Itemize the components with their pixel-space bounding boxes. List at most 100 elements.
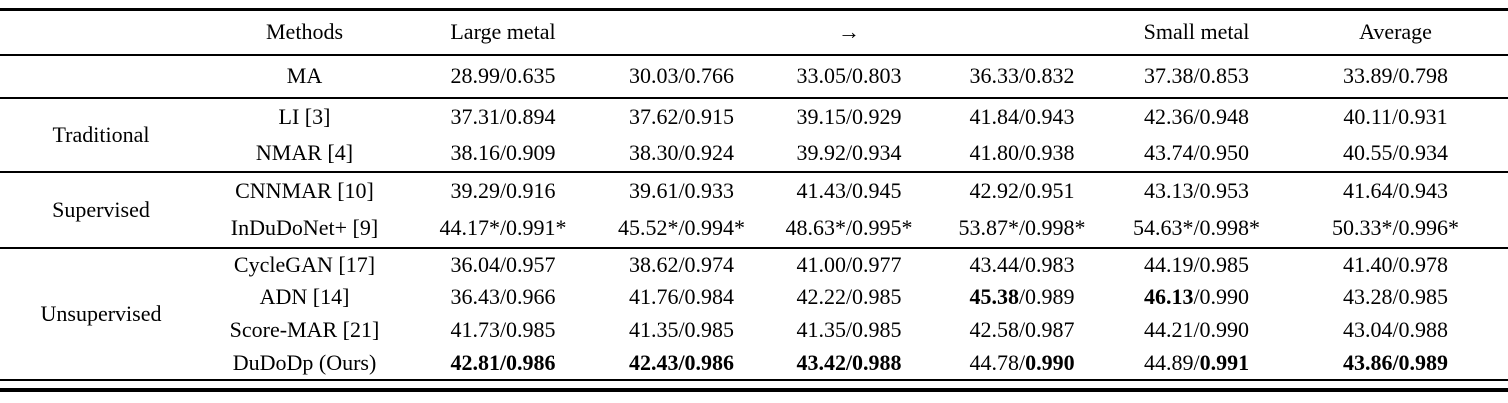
cell-segment: 40.55/0.934 — [1342, 139, 1449, 165]
metric-cell: 39.29/0.916 — [407, 172, 599, 210]
metric-cell: 39.15/0.929 — [764, 98, 934, 135]
cell-segment: 44.21/0.990 — [1143, 317, 1250, 342]
table-row: DuDoDp (Ours) 42.81/0.986 42.43/0.986 43.42… — [0, 347, 1508, 380]
metric-cell: 42.22/0.985 — [764, 281, 934, 314]
metric-cell: 44.21/0.990 — [1110, 314, 1283, 347]
metric-cell: 45.52*/0.994* — [599, 210, 764, 248]
cell-segment: 38.62/0.974 — [628, 251, 735, 277]
cell-segment: 39.61/0.933 — [628, 178, 735, 203]
cell-segment: 44.89/ — [1143, 349, 1200, 375]
cell-segment: 33.89/0.798 — [1342, 63, 1449, 88]
metric-cell: 36.04/0.957 — [407, 248, 599, 281]
cell-segment: 36.33/0.832 — [969, 63, 1075, 88]
cell-segment: /0.989 — [1018, 284, 1075, 309]
metric-cell: 41.76/0.984 — [599, 281, 764, 314]
metric-cell: 37.38/0.853 — [1110, 55, 1283, 98]
results-table: Methods Large metal → Small metal Average MA… — [0, 8, 1508, 381]
metric-cell: 43.04/0.988 — [1283, 314, 1508, 347]
column-header-cell — [934, 10, 1110, 55]
cell-segment: 46.13 — [1143, 284, 1194, 309]
metric-cell: 42.36/0.948 — [1110, 98, 1283, 135]
table-header: Methods Large metal → Small metal Average — [0, 10, 1508, 55]
cell-segment: 42.43/0.986 — [628, 349, 735, 375]
metric-cell: 43.13/0.953 — [1110, 172, 1283, 210]
metric-cell: 36.43/0.966 — [407, 281, 599, 314]
column-header-cell: Large metal — [450, 19, 556, 45]
metric-cell: 39.61/0.933 — [599, 172, 764, 210]
cell-segment: 41.80/0.938 — [969, 139, 1075, 165]
cell-segment: 43.74/0.950 — [1143, 139, 1250, 165]
group-label-cell: Traditional — [52, 121, 150, 147]
metric-cell: 41.43/0.945 — [764, 172, 934, 210]
cell-segment: 0.991 — [1199, 349, 1250, 375]
metric-cell: 43.28/0.985 — [1283, 281, 1508, 314]
metric-cell: 33.89/0.798 — [1283, 55, 1508, 98]
cell-segment: 44.19/0.985 — [1143, 251, 1250, 277]
method-name-cell: CNNMAR [10] — [235, 178, 374, 203]
cell-segment: 41.64/0.943 — [1342, 178, 1449, 203]
group-label-cell: Supervised — [52, 196, 150, 222]
table-row: Supervised CNNMAR [10] 39.29/0.916 39.61/0.… — [0, 172, 1508, 221]
table-row: InDuDoNet+ [9] 44.17*/0.991* 45.52*/0.994*… — [0, 210, 1508, 248]
cell-segment: 54.63*/0.998* — [1132, 215, 1261, 240]
cell-segment: 44.17*/0.991* — [439, 215, 567, 240]
cell-segment: 28.99/0.635 — [450, 63, 556, 88]
cell-segment: 41.43/0.945 — [796, 178, 902, 203]
cell-segment: 42.81/0.986 — [450, 349, 556, 375]
results-table-wrapper: Methods Large metal → Small metal Average MA… — [0, 8, 1508, 392]
metric-cell: 41.40/0.978 — [1283, 248, 1508, 281]
group-label-cell — [0, 55, 202, 98]
table-row: ADN [14] 36.43/0.966 41.76/0.984 42.22/0.98… — [0, 281, 1508, 314]
header-group-cell — [0, 10, 202, 55]
cell-segment: 43.13/0.953 — [1143, 178, 1250, 203]
method-name-cell: NMAR [4] — [255, 139, 354, 165]
cell-segment: 37.38/0.853 — [1143, 63, 1250, 88]
metric-cell: 38.30/0.924 — [599, 135, 764, 172]
cell-segment: 42.58/0.987 — [969, 317, 1075, 342]
metric-cell: 38.16/0.909 — [407, 135, 599, 172]
metric-cell: 40.11/0.931 — [1283, 98, 1508, 135]
cell-segment: 39.29/0.916 — [450, 178, 556, 203]
cell-segment: 39.15/0.929 — [796, 103, 902, 129]
cell-segment: 41.84/0.943 — [969, 103, 1075, 129]
cell-segment: 43.04/0.988 — [1342, 317, 1449, 342]
metric-cell: 43.42/0.988 — [764, 347, 934, 380]
method-name-cell: MA — [286, 63, 323, 88]
table-row: Score-MAR [21] 41.73/0.985 41.35/0.985 41.3… — [0, 314, 1508, 347]
metric-cell: 42.58/0.987 — [934, 314, 1110, 347]
metric-cell: 42.43/0.986 — [599, 347, 764, 380]
metric-cell: 30.03/0.766 — [599, 55, 764, 98]
metric-cell: 48.63*/0.995* — [764, 210, 934, 248]
metric-cell: 43.74/0.950 — [1110, 135, 1283, 172]
metric-cell: 44.78/0.990 — [934, 347, 1110, 380]
metric-cell: 41.00/0.977 — [764, 248, 934, 281]
metric-cell: 42.81/0.986 — [407, 347, 599, 380]
metric-cell: 36.33/0.832 — [934, 55, 1110, 98]
cell-segment: 42.22/0.985 — [796, 284, 902, 309]
method-name-cell: InDuDoNet+ [9] — [230, 215, 379, 240]
cell-segment: 44.78/ — [969, 349, 1026, 375]
cell-segment: 43.44/0.983 — [969, 251, 1075, 277]
table-section: Traditional LI [3] 37.31/0.894 37.62/0.915 3… — [0, 97, 1508, 172]
cell-segment: 37.62/0.915 — [628, 103, 735, 129]
cell-segment: 41.40/0.978 — [1342, 251, 1449, 277]
cell-segment: 30.03/0.766 — [628, 63, 735, 88]
cell-segment: 40.11/0.931 — [1343, 103, 1448, 129]
metric-cell: 39.92/0.934 — [764, 135, 934, 172]
metric-cell: 44.17*/0.991* — [407, 210, 599, 248]
column-header-cell: Small metal — [1143, 19, 1250, 45]
table-header-row: Methods Large metal → Small metal Average — [0, 10, 1508, 55]
cell-segment: 41.00/0.977 — [796, 251, 902, 277]
cell-segment: 42.92/0.951 — [969, 178, 1075, 203]
table-row: Unsupervised CycleGAN [17] 36.04/0.957 38.6… — [0, 248, 1508, 324]
metric-cell: 37.62/0.915 — [599, 98, 764, 135]
metric-cell: 44.89/0.991 — [1110, 347, 1283, 380]
table-row: NMAR [4] 38.16/0.909 38.30/0.924 39.92/0.93… — [0, 135, 1508, 172]
table-section: Unsupervised CycleGAN [17] 36.04/0.957 38.6… — [0, 247, 1508, 380]
metric-cell: 42.92/0.951 — [934, 172, 1110, 210]
metric-cell: 43.86/0.989 — [1283, 347, 1508, 380]
metric-cell: 41.35/0.985 — [599, 314, 764, 347]
method-name-cell: CycleGAN [17] — [233, 251, 376, 277]
method-name-cell: ADN [14] — [259, 284, 350, 309]
metric-cell: 28.99/0.635 — [407, 55, 599, 98]
